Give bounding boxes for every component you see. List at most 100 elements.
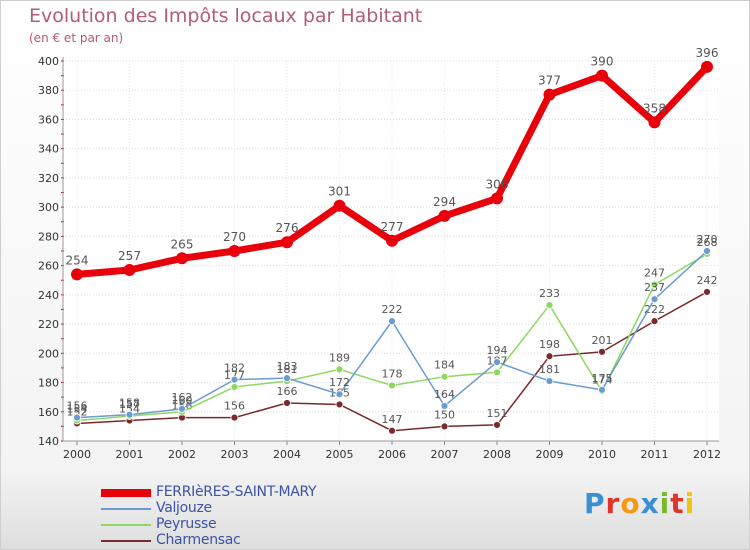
legend: FERRIèRES-SAINT-MARY Valjouze Peyrusse C… <box>101 484 421 549</box>
data-point-0 <box>648 116 661 129</box>
data-point-2 <box>388 381 396 390</box>
data-label-2: 189 <box>329 351 350 364</box>
data-point-1 <box>440 402 449 410</box>
data-label-3: 150 <box>434 408 455 421</box>
data-point-3 <box>283 399 291 407</box>
x-tick-label: 2012 <box>693 448 721 461</box>
data-label-2: 268 <box>697 236 718 249</box>
x-tick-label: 2011 <box>641 448 669 461</box>
legend-label-charmensac: Charmensac <box>156 532 241 548</box>
data-label-1: 270 <box>697 233 718 246</box>
data-point-0 <box>596 69 608 82</box>
data-point-3 <box>650 317 659 326</box>
x-tick-label: 2009 <box>536 448 564 461</box>
data-label-2: 157 <box>119 398 140 411</box>
data-point-2 <box>440 372 449 381</box>
data-label-3: 222 <box>644 303 665 316</box>
data-point-0 <box>491 192 503 205</box>
logo-letter: P <box>584 487 606 520</box>
data-point-1 <box>73 413 81 422</box>
x-tick-label: 2003 <box>221 448 249 461</box>
data-point-1 <box>283 374 291 383</box>
x-tick-label: 2010 <box>588 448 616 461</box>
data-point-0 <box>281 236 293 249</box>
x-tick-label: 2002 <box>168 448 196 461</box>
data-point-0 <box>71 268 83 281</box>
data-label-3: 147 <box>382 413 403 426</box>
legend-swatch-valjouze <box>101 508 151 510</box>
legend-label-valjouze: Valjouze <box>156 500 212 516</box>
data-point-3 <box>545 352 554 361</box>
x-tick-label: 2007 <box>431 448 459 461</box>
data-label-1: 181 <box>539 363 560 376</box>
logo-letter: o <box>620 487 641 520</box>
x-tick-label: 2006 <box>378 448 406 461</box>
y-tick-label: 340 <box>38 143 59 156</box>
x-tick-label: 2000 <box>63 448 91 461</box>
data-point-3 <box>335 400 344 409</box>
legend-item-ferrieres: FERRIèRES-SAINT-MARY <box>101 484 421 501</box>
x-tick-label: 2004 <box>273 448 301 461</box>
data-label-2: 233 <box>539 287 560 300</box>
data-point-1 <box>178 404 186 413</box>
data-label-0: 270 <box>223 230 246 244</box>
data-label-0: 301 <box>328 185 351 199</box>
data-point-1 <box>650 295 659 304</box>
data-label-2: 177 <box>224 369 245 382</box>
data-label-1: 222 <box>382 303 403 316</box>
data-point-3 <box>388 426 396 435</box>
data-point-2 <box>230 383 239 391</box>
data-point-0 <box>333 199 346 212</box>
logo-letter: t <box>670 487 685 520</box>
logo-letter: i <box>684 487 696 520</box>
data-label-3: 152 <box>67 405 88 418</box>
y-tick-label: 200 <box>38 347 59 360</box>
data-label-1: 175 <box>592 372 613 385</box>
data-point-1 <box>125 410 134 419</box>
chart-title: Evolution des Impôts locaux par Habitant <box>29 5 423 27</box>
data-point-1 <box>493 358 501 366</box>
data-point-1 <box>545 377 554 385</box>
y-tick-label: 240 <box>38 289 59 302</box>
data-point-3 <box>493 421 501 429</box>
data-label-2: 178 <box>382 367 403 380</box>
data-label-0: 390 <box>591 55 614 69</box>
data-label-1: 183 <box>277 360 298 373</box>
legend-item-peyrusse: Peyrusse <box>101 516 421 533</box>
x-tick-label: 2008 <box>483 448 511 461</box>
data-point-0 <box>543 88 556 101</box>
data-point-0 <box>386 234 398 247</box>
data-label-0: 358 <box>643 101 666 115</box>
data-label-3: 242 <box>697 274 718 287</box>
data-point-0 <box>701 60 713 73</box>
y-tick-label: 140 <box>38 435 59 448</box>
data-label-2: 174 <box>592 373 613 386</box>
data-label-0: 254 <box>66 253 89 267</box>
data-label-1: 162 <box>172 391 193 404</box>
data-point-3 <box>440 422 449 431</box>
legend-item-charmensac: Charmensac <box>101 532 421 549</box>
y-tick-label: 220 <box>38 318 59 331</box>
legend-swatch-peyrusse <box>101 524 151 526</box>
data-point-0 <box>228 245 241 257</box>
y-tick-label: 380 <box>38 84 59 97</box>
data-label-0: 377 <box>538 74 561 88</box>
data-label-0: 276 <box>276 221 299 235</box>
legend-swatch-charmensac <box>101 540 151 542</box>
data-label-2: 154 <box>67 403 88 416</box>
data-label-3: 154 <box>119 403 140 416</box>
data-point-2 <box>650 280 659 289</box>
data-label-1: 158 <box>119 397 140 410</box>
y-tick-label: 320 <box>38 172 59 185</box>
legend-label-ferrieres: FERRIèRES-SAINT-MARY <box>156 484 317 500</box>
logo-letter: i <box>659 487 671 520</box>
y-tick-label: 360 <box>38 113 59 126</box>
data-point-3 <box>230 413 239 422</box>
data-point-3 <box>598 347 606 356</box>
data-point-0 <box>438 209 451 222</box>
y-tick-label: 160 <box>38 406 59 419</box>
legend-label-peyrusse: Peyrusse <box>156 516 217 532</box>
legend-item-valjouze: Valjouze <box>101 500 421 517</box>
